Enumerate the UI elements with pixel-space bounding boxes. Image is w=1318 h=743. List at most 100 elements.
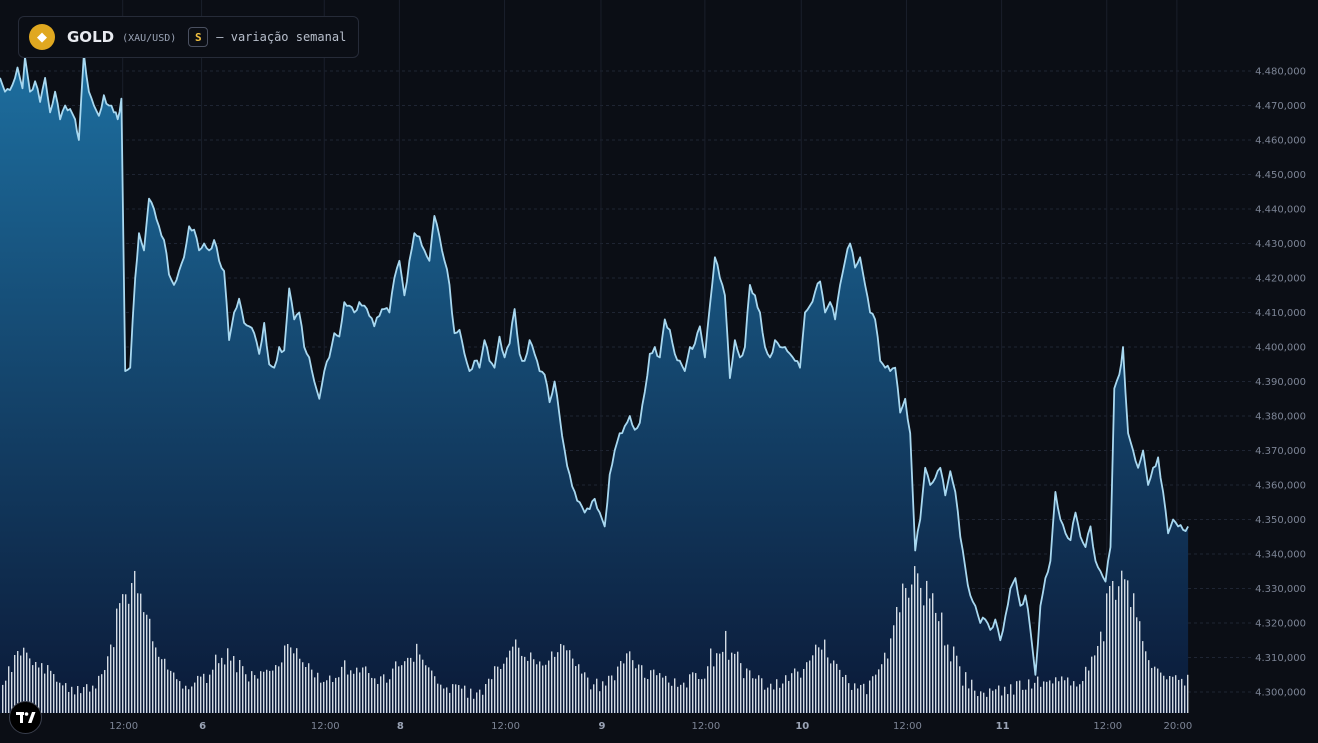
volume-bar (632, 660, 634, 713)
y-tick-label: 4.360,000 (1255, 481, 1306, 492)
volume-bar (131, 583, 133, 713)
volume-bar (488, 678, 490, 713)
volume-bar (116, 608, 118, 713)
chart-legend[interactable]: ◆ GOLD (XAU/USD) S — variação semanal (18, 16, 360, 58)
volume-bar (239, 660, 241, 713)
volume-bar (851, 689, 853, 713)
volume-bar (281, 662, 283, 713)
volume-bar (926, 580, 928, 713)
y-tick-label: 4.310,000 (1255, 653, 1306, 664)
volume-bar (467, 697, 469, 713)
volume-bar (818, 647, 820, 713)
tradingview-logo-icon[interactable] (9, 701, 42, 734)
volume-bar (119, 603, 121, 713)
volume-bar (770, 683, 772, 713)
price-line (0, 52, 1189, 676)
volume-bar (458, 685, 460, 713)
x-tick-label: 12:00 (1093, 721, 1122, 732)
volume-bar (452, 684, 454, 713)
volume-bar (425, 665, 427, 713)
volume-bar (1028, 679, 1030, 713)
volume-bar (650, 670, 652, 713)
volume-bar (854, 683, 856, 713)
volume-bar (299, 658, 301, 713)
volume-bar (791, 673, 793, 713)
volume-bar (1037, 676, 1039, 713)
volume-bar (56, 681, 58, 713)
volume-bar (581, 673, 583, 713)
volume-bar (140, 593, 142, 713)
volume-bar (1166, 679, 1168, 713)
volume-bar (878, 669, 880, 713)
volume-bar (461, 688, 463, 713)
x-tick-label: 8 (397, 721, 404, 732)
y-tick-label: 4.350,000 (1255, 515, 1306, 526)
volume-bar (1115, 599, 1117, 713)
volume-bar (524, 656, 526, 713)
volume-bar (77, 686, 79, 713)
volume-bar (98, 675, 100, 713)
volume-bar (767, 687, 769, 713)
volume-bar (365, 666, 367, 713)
volume-bar (1139, 621, 1141, 713)
volume-bar (224, 664, 226, 713)
volume-bar (401, 665, 403, 713)
x-tick-label: 12:00 (109, 721, 138, 732)
volume-bar (251, 671, 253, 713)
volume-bar (335, 677, 337, 713)
volume-bar (497, 666, 499, 713)
volume-bar (812, 655, 814, 713)
volume-bar (1085, 666, 1087, 713)
volume-bar (596, 678, 598, 713)
source-badge[interactable]: S (188, 27, 209, 47)
volume-bar (1184, 685, 1186, 713)
volume-bar (662, 677, 664, 713)
volume-bar (824, 639, 826, 713)
volume-bar (731, 652, 733, 713)
volume-bar (656, 675, 658, 713)
y-tick-label: 4.300,000 (1255, 688, 1306, 699)
volume-bar (509, 650, 511, 713)
volume-bar (1160, 672, 1162, 713)
volume-bar (1151, 667, 1153, 713)
volume-bar (29, 658, 31, 713)
volume-bar (680, 684, 682, 713)
volume-bar (713, 666, 715, 713)
volume-bar (845, 674, 847, 713)
volume-bar (827, 657, 829, 713)
volume-bar (698, 679, 700, 713)
volume-bar (236, 672, 238, 713)
volume-bar (1013, 694, 1015, 713)
volume-bar (500, 668, 502, 713)
price-area (0, 53, 1189, 714)
volume-bar (704, 678, 706, 713)
volume-bar (194, 682, 196, 713)
volume-bar (905, 588, 907, 713)
volume-bar (602, 681, 604, 713)
volume-bar (1064, 680, 1066, 713)
volume-bar (665, 675, 667, 713)
volume-bar (890, 638, 892, 713)
volume-bar (482, 694, 484, 713)
volume-bar (476, 692, 478, 713)
volume-bar (416, 643, 418, 713)
volume-bar (557, 652, 559, 713)
volume-bar (641, 665, 643, 713)
volume-bar (317, 672, 319, 713)
volume-bar (875, 674, 877, 713)
volume-bar (986, 696, 988, 713)
volume-bar (278, 666, 280, 713)
y-tick-label: 4.340,000 (1255, 550, 1306, 561)
volume-bar (836, 663, 838, 713)
volume-bar (269, 670, 271, 713)
volume-bar (32, 665, 34, 713)
volume-bar (1112, 581, 1114, 713)
volume-bar (8, 666, 10, 713)
volume-bar (743, 678, 745, 713)
volume-bar (1025, 689, 1027, 713)
volume-bar (815, 644, 817, 713)
volume-bar (974, 690, 976, 713)
volume-bar (542, 665, 544, 713)
